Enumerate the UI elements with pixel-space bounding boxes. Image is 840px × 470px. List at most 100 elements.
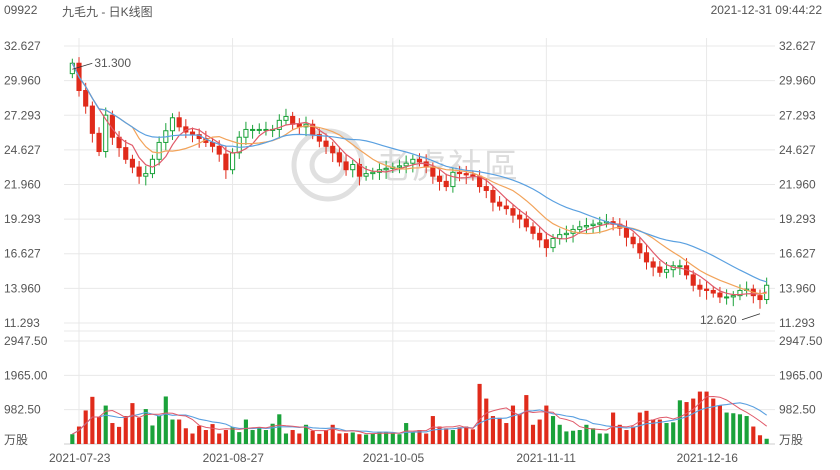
candle [570, 224, 576, 243]
candle [463, 165, 469, 185]
candle [350, 159, 356, 178]
volume-bar [370, 433, 375, 444]
candle [670, 261, 676, 278]
moving-average-lines [71, 62, 767, 296]
volume-bar [337, 433, 342, 444]
volume-tick-left: 1965.00 [4, 368, 48, 382]
candle-body [637, 243, 643, 254]
volume-bar [731, 413, 736, 444]
volume-bar [544, 405, 549, 444]
candle [643, 245, 650, 270]
volume-bar [744, 416, 749, 444]
candle [410, 154, 416, 173]
candle [443, 173, 449, 192]
candle [724, 289, 730, 305]
candle-body [236, 136, 242, 154]
volume-bar [764, 438, 769, 444]
volume-bar [631, 426, 636, 444]
volume-bar [604, 433, 609, 444]
ma20-line [71, 62, 767, 283]
candle [537, 227, 543, 248]
volume-bar [117, 426, 122, 444]
candle [363, 165, 369, 181]
candle [316, 128, 322, 148]
candle [710, 285, 716, 298]
volume-bar [617, 424, 622, 444]
candle-body [563, 232, 569, 236]
candle-body [83, 89, 89, 107]
candle-body [436, 175, 443, 182]
candle [677, 259, 683, 275]
volume-bar [317, 433, 322, 444]
price-tick-left: 27.293 [4, 108, 41, 122]
candle [129, 154, 135, 174]
price-tick-left: 24.627 [4, 143, 41, 157]
candle [590, 219, 596, 234]
volume-bar [557, 424, 562, 444]
volume-bar [457, 427, 462, 444]
candle-body [456, 171, 463, 175]
candle [396, 159, 403, 174]
volume-bar [237, 432, 242, 444]
volume-bar [190, 433, 195, 444]
volume-bar [197, 425, 202, 444]
volume-bar [377, 431, 382, 444]
volume-bar [170, 419, 175, 444]
candle [343, 154, 349, 176]
candle [256, 123, 262, 134]
volume-bar [137, 417, 142, 444]
candle-body [410, 158, 416, 164]
stock-code: 09922 [4, 3, 38, 17]
candle [336, 146, 342, 167]
candle-body [710, 289, 716, 294]
candle [510, 204, 516, 223]
candle [483, 178, 489, 199]
candle [383, 160, 389, 179]
axis-labels: 32.627 32.627 29.960 29.960 27.293 27.293 24.6… [4, 39, 823, 465]
candle-body [143, 173, 149, 177]
candle [403, 155, 409, 174]
volume-bar [163, 396, 168, 444]
candle-body [724, 296, 730, 299]
volume-bar [664, 423, 669, 444]
candle-body [283, 115, 289, 121]
candle [250, 124, 256, 139]
volume-tick-left: 982.50 [4, 403, 41, 417]
candle-body [503, 205, 509, 210]
candle [103, 107, 109, 158]
candle [176, 111, 182, 132]
volume-bar [611, 412, 616, 444]
price-tick-right: 16.627 [779, 247, 816, 261]
volume-bar [657, 419, 662, 444]
volume-bar [437, 426, 442, 444]
volume-bar [250, 430, 255, 444]
volume-bar [444, 428, 449, 444]
volume-bar [490, 416, 496, 444]
candle-body [630, 236, 636, 245]
volume-bar [464, 426, 469, 444]
candle-body [657, 266, 663, 273]
candle-body [530, 226, 536, 234]
candle-body [243, 128, 249, 138]
candle-body [577, 226, 583, 230]
volume-bar [644, 410, 649, 444]
volume-bar [143, 409, 148, 444]
candle-body [129, 158, 135, 168]
candle-body [463, 173, 469, 176]
volume-bar [597, 433, 602, 444]
price-tick-left: 13.960 [4, 281, 41, 295]
candle-body [403, 162, 409, 167]
volume-bar [704, 391, 709, 444]
volume-bars [70, 383, 769, 444]
candle [223, 146, 229, 179]
candle [290, 111, 296, 131]
candle-body [176, 117, 182, 128]
candle-body [510, 208, 516, 216]
volume-bar [123, 416, 128, 444]
volume-bar [584, 424, 589, 444]
low-annotation: 12.620 [700, 313, 737, 327]
volume-bar [737, 414, 743, 444]
candle-body [597, 222, 603, 225]
candle [697, 279, 703, 297]
